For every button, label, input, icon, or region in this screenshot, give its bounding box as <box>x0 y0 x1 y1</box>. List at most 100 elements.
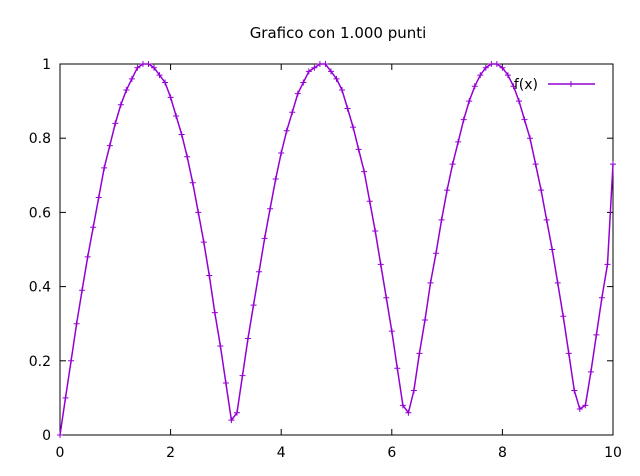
x-tick-label: 8 <box>498 445 507 461</box>
series-layer <box>57 61 616 438</box>
data-point <box>283 127 290 134</box>
y-axis-ticks: 0 0.2 0.4 0.6 0.8 1 <box>29 57 613 444</box>
data-point <box>427 279 434 286</box>
data-point <box>493 61 500 67</box>
data-point <box>73 320 80 327</box>
x-tick-label: 2 <box>166 445 175 461</box>
data-point <box>300 79 307 86</box>
data-point <box>421 316 428 323</box>
legend-label: f(x) <box>514 77 538 93</box>
data-point <box>151 64 158 71</box>
data-point <box>156 72 163 79</box>
data-point <box>394 365 401 372</box>
data-point <box>499 64 506 71</box>
data-point <box>560 313 567 320</box>
data-point <box>521 116 528 123</box>
data-point <box>510 83 517 90</box>
data-point <box>515 98 522 105</box>
data-point <box>101 164 108 171</box>
data-point <box>222 380 229 387</box>
data-point <box>305 68 312 75</box>
data-point <box>134 64 141 71</box>
data-point <box>416 350 423 357</box>
x-axis-ticks: 0 2 4 6 8 10 <box>56 64 622 461</box>
data-point <box>355 146 362 153</box>
data-point <box>604 261 611 268</box>
data-point <box>444 187 451 194</box>
data-point <box>405 409 412 416</box>
data-point <box>57 432 63 438</box>
plot-frame <box>59 63 614 436</box>
y-tick-label: 1 <box>42 57 51 73</box>
data-point <box>267 205 274 212</box>
data-point <box>123 86 130 93</box>
data-point <box>211 309 218 316</box>
data-point <box>200 239 207 246</box>
data-point <box>504 72 511 79</box>
data-point <box>289 109 296 116</box>
data-point <box>449 161 456 168</box>
data-point <box>245 335 252 342</box>
data-point <box>117 101 124 108</box>
data-point <box>68 357 75 364</box>
data-point <box>383 294 390 301</box>
y-tick-label: 0.8 <box>29 131 51 147</box>
data-point <box>361 168 368 175</box>
data-point <box>233 409 240 416</box>
data-point <box>84 253 91 260</box>
data-point <box>565 350 572 357</box>
data-point <box>217 342 224 349</box>
data-point <box>206 272 213 279</box>
data-point <box>366 198 373 205</box>
data-point <box>576 406 583 413</box>
data-point <box>272 176 279 183</box>
data-point <box>195 209 202 216</box>
data-point <box>582 402 589 409</box>
y-tick-label: 0.6 <box>29 205 51 221</box>
data-point <box>388 328 395 335</box>
data-point <box>532 161 539 168</box>
data-point <box>250 302 257 309</box>
data-point <box>527 135 534 142</box>
data-point <box>333 75 340 82</box>
data-point <box>455 138 462 145</box>
data-point <box>488 61 495 67</box>
data-point <box>593 331 600 338</box>
data-point <box>256 268 263 275</box>
data-point <box>598 294 605 301</box>
y-tick-label: 0.2 <box>29 354 51 370</box>
data-point <box>571 387 578 394</box>
data-point <box>239 372 246 379</box>
data-point <box>167 94 174 101</box>
x-tick-label: 4 <box>277 445 286 461</box>
data-point <box>294 90 301 97</box>
data-point <box>95 194 102 201</box>
data-point <box>62 394 69 401</box>
data-point <box>228 417 235 424</box>
data-point <box>128 75 135 82</box>
data-point <box>139 61 146 67</box>
data-point <box>106 142 113 149</box>
data-point <box>184 153 191 160</box>
data-point <box>316 61 323 67</box>
data-point <box>471 83 478 90</box>
data-point <box>261 235 268 242</box>
series-line <box>59 63 614 436</box>
legend: f(x) <box>514 77 595 93</box>
data-point <box>549 246 556 253</box>
data-point <box>339 86 346 93</box>
data-point <box>482 64 489 71</box>
data-point <box>410 387 417 394</box>
data-point <box>178 131 185 138</box>
data-point <box>466 98 473 105</box>
data-point <box>344 105 351 112</box>
data-point <box>587 368 594 375</box>
data-point <box>311 64 318 71</box>
data-point <box>399 402 406 409</box>
data-point <box>554 279 561 286</box>
y-tick-label: 0 <box>42 428 51 444</box>
data-point <box>162 79 169 86</box>
x-tick-label: 10 <box>604 445 622 461</box>
data-point <box>350 124 357 131</box>
